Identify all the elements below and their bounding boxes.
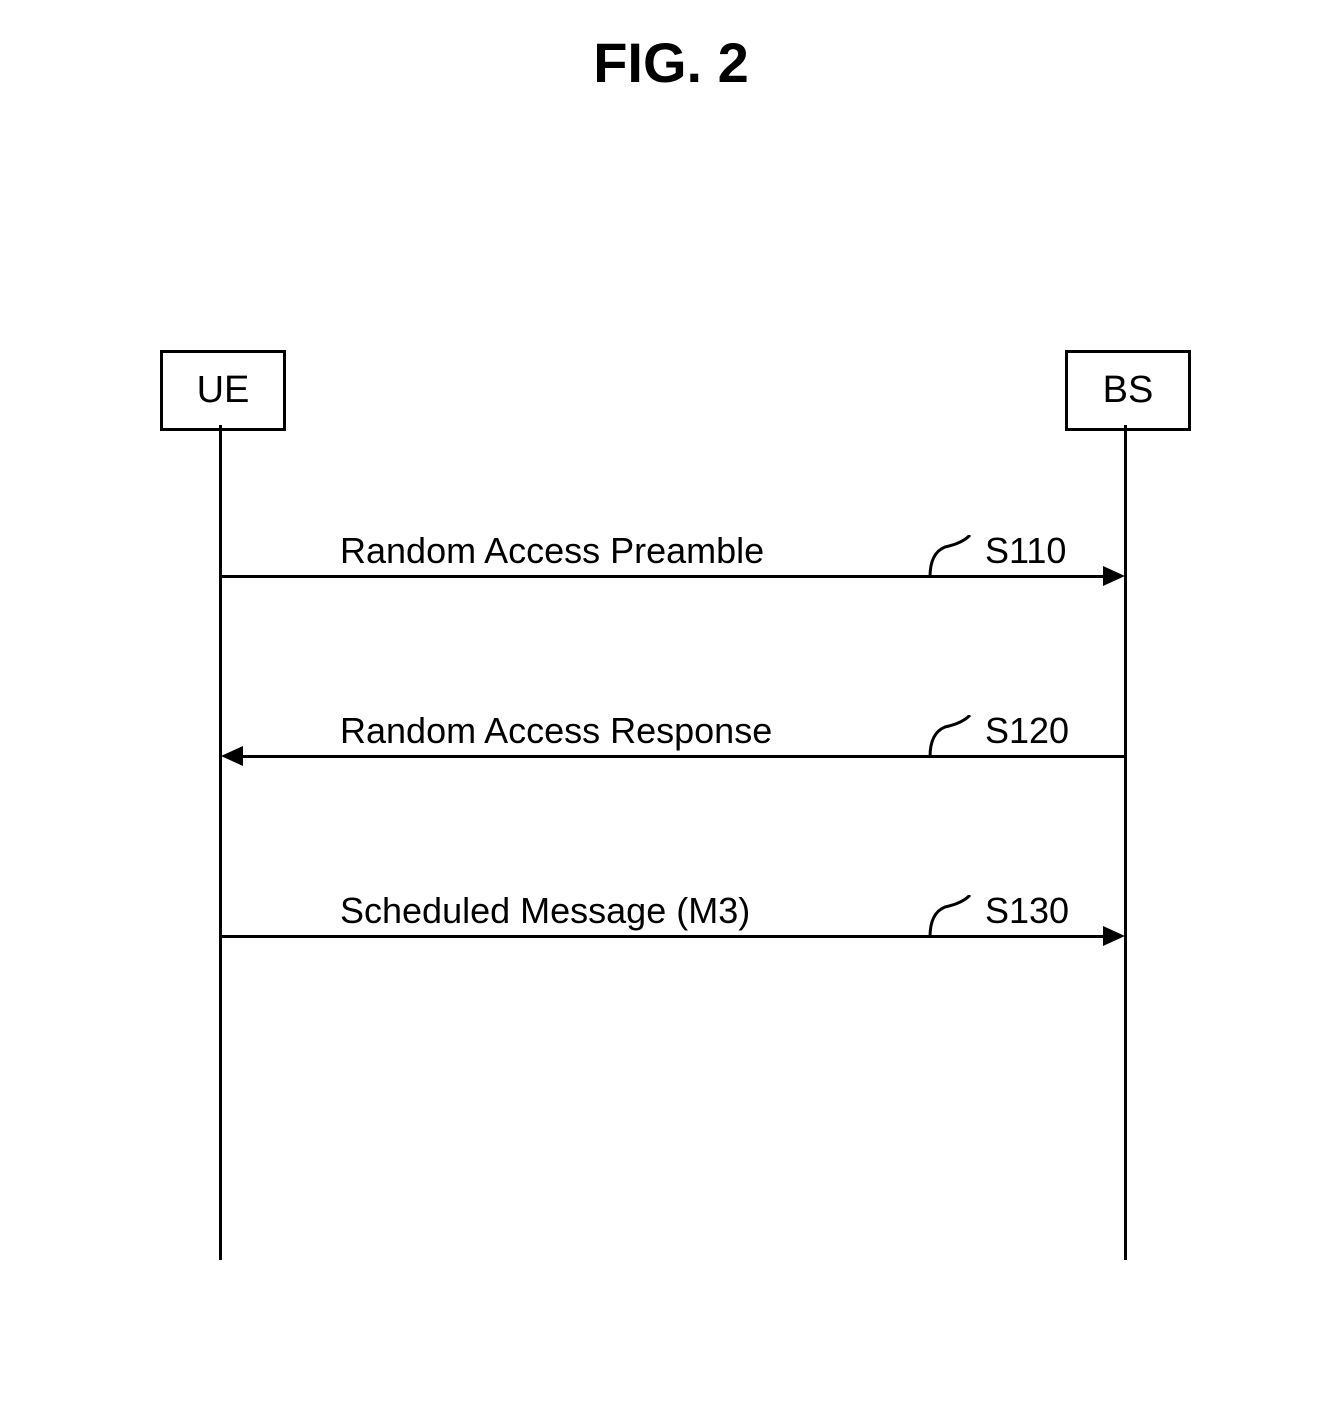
actor-bs-box: BS [1065,350,1191,431]
figure-title: FIG. 2 [593,30,749,95]
message-3-step: S130 [985,890,1069,932]
actor-ue-label: UE [197,369,250,412]
message-3-leader-curve [925,895,975,940]
message-1-label: Random Access Preamble [340,530,764,572]
message-1-step: S110 [985,530,1066,572]
message-3-label: Scheduled Message (M3) [340,890,750,932]
actor-ue-box: UE [160,350,286,431]
sequence-diagram: UE BS Random Access Preamble S110 Random… [130,350,1210,1270]
message-1-leader-curve [925,535,975,580]
message-2-arrow-line [242,755,1124,758]
lifeline-bs [1124,425,1127,1260]
message-3-arrow-head [1103,926,1125,946]
message-2-arrow-head [221,746,243,766]
lifeline-ue [219,425,222,1260]
message-2-step: S120 [985,710,1069,752]
actor-bs-label: BS [1103,369,1154,412]
message-2-leader-curve [925,715,975,760]
message-2-label: Random Access Response [340,710,772,752]
figure-container: FIG. 2 UE BS Random Access Preamble S110… [0,0,1342,1413]
message-1-arrow-head [1103,566,1125,586]
